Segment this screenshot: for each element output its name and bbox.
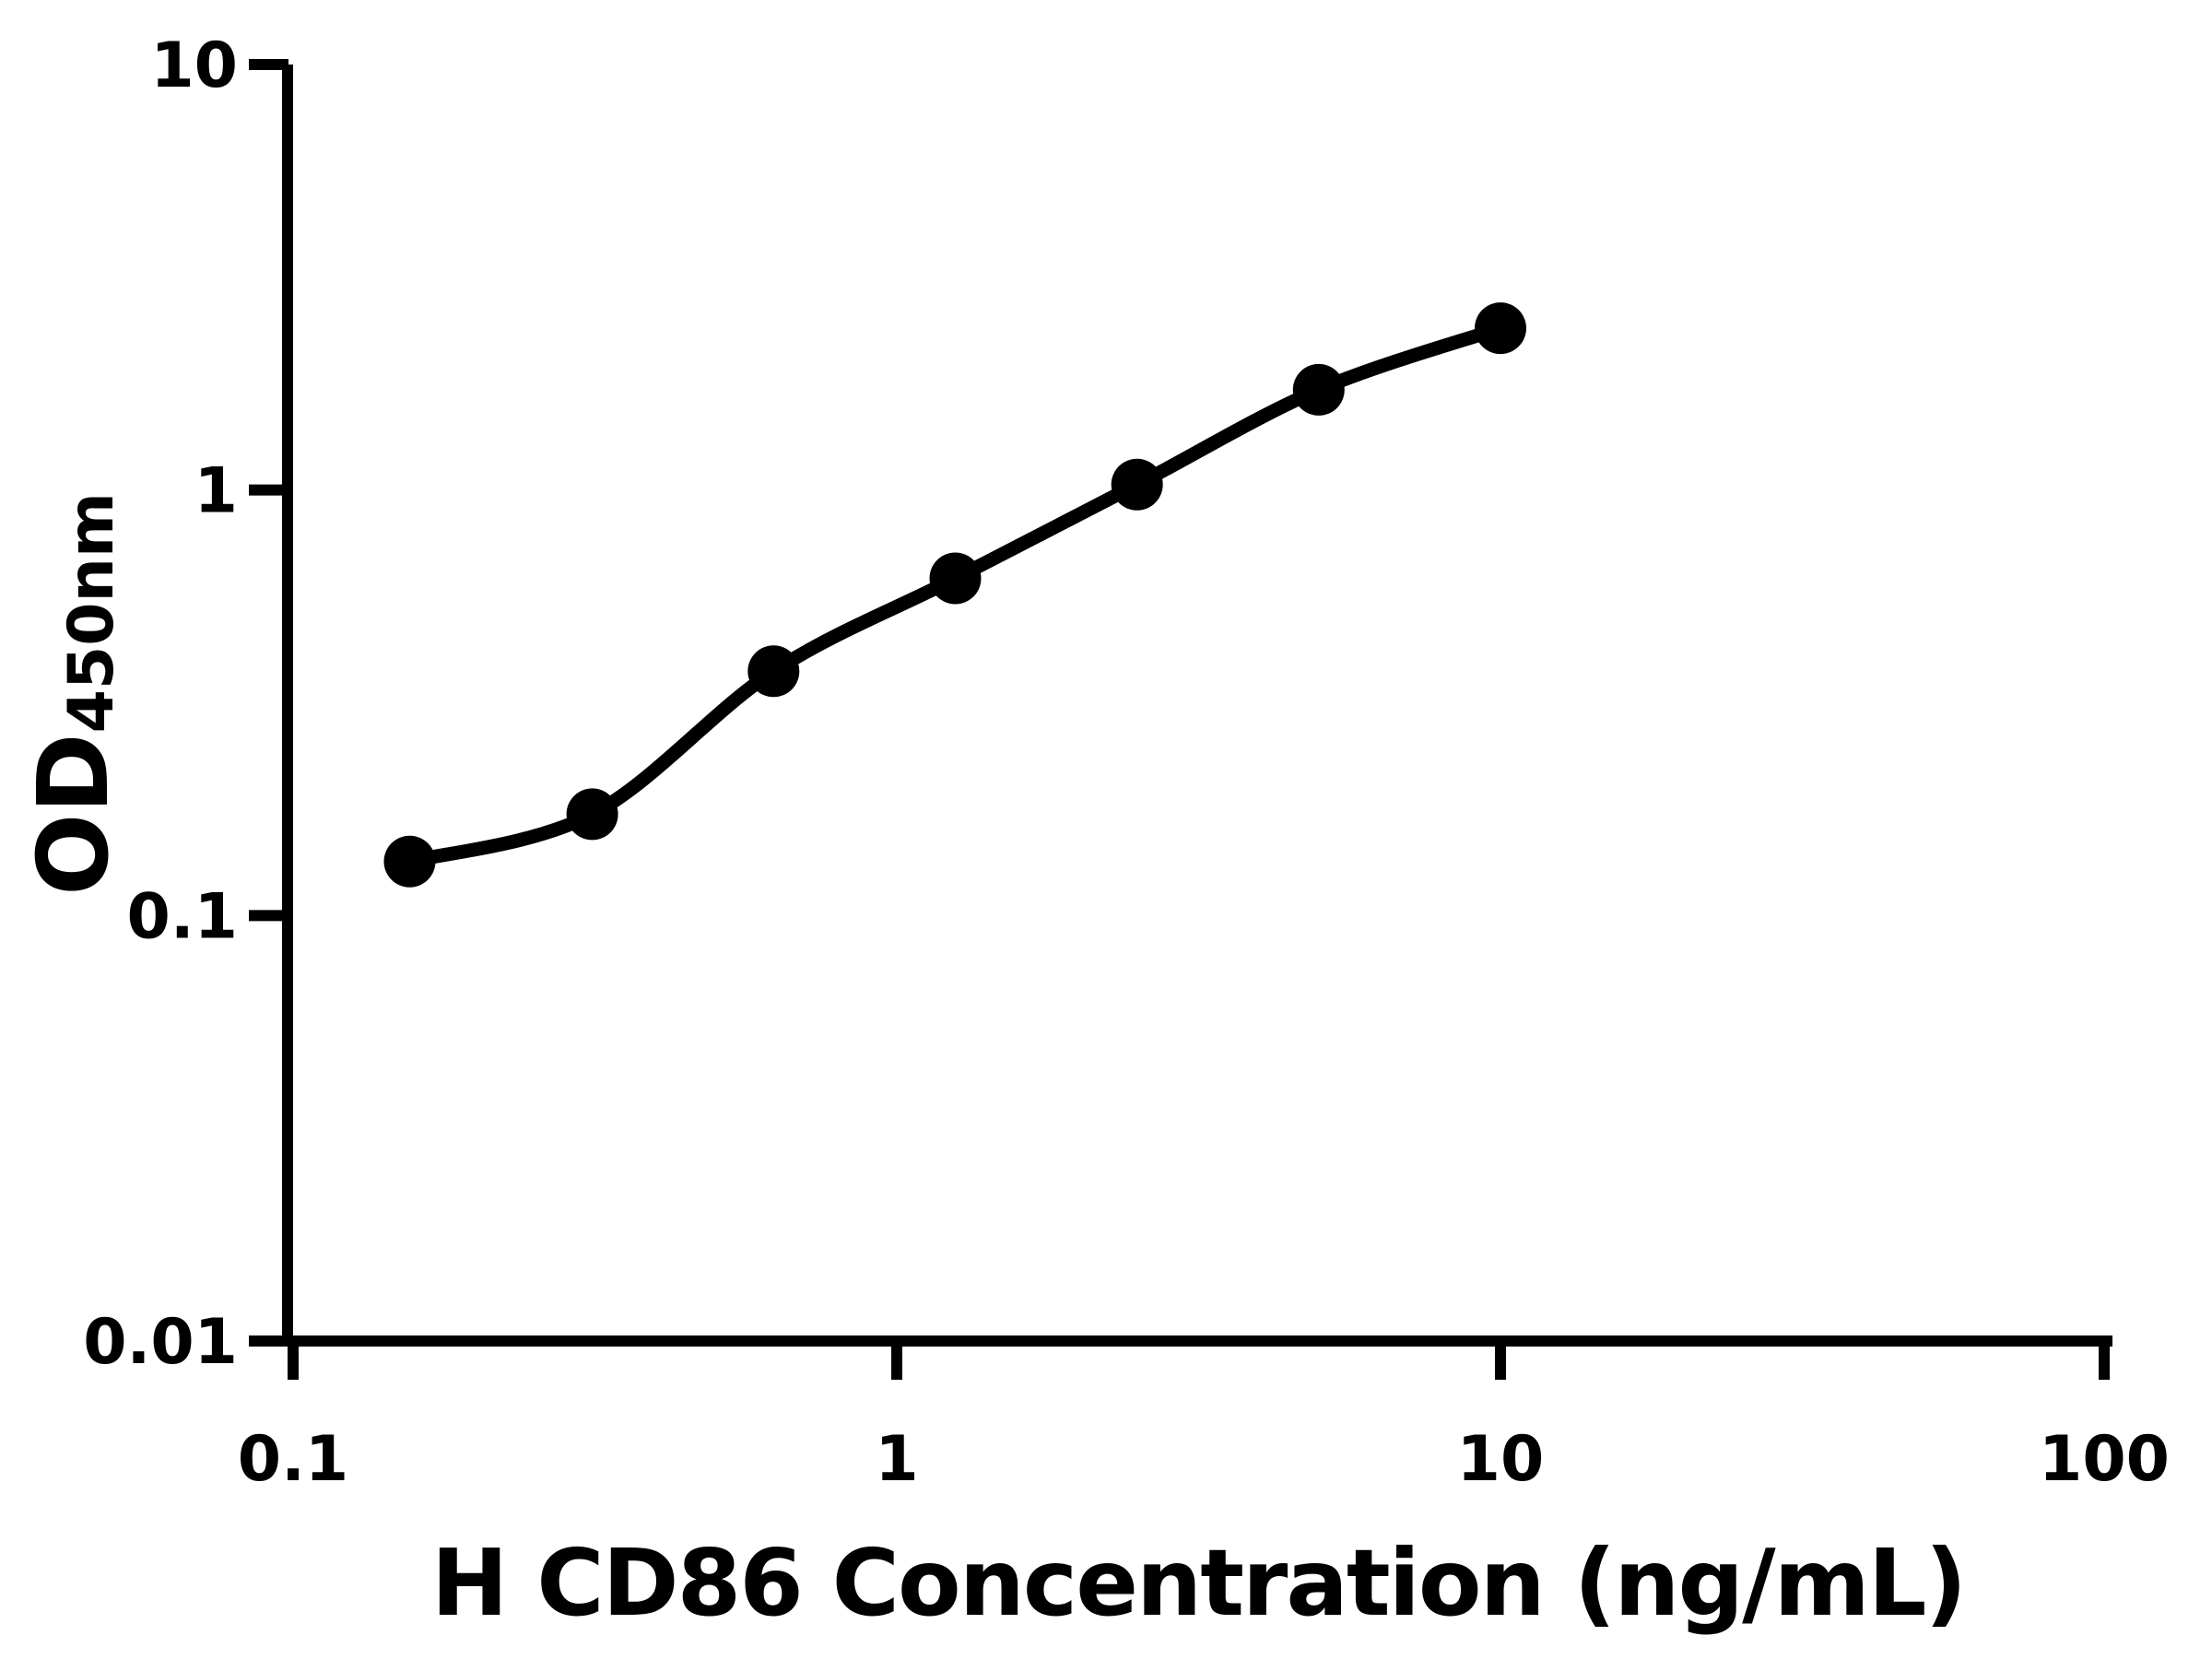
data-point [1111,458,1163,511]
data-point [383,835,436,888]
data-point [1292,363,1345,416]
y-axis-title-main: OD [18,733,130,895]
y-tick-label: 0.1 [127,880,238,953]
data-point [566,788,618,841]
x-tick-label: 10 [1457,1423,1545,1496]
x-axis-title: H CD86 Concentration (ng/mL) [431,1529,1965,1637]
data-point [747,645,800,698]
y-axis-title-subscript: 450nm [55,492,128,733]
data-point [1475,302,1526,355]
x-tick-label: 100 [2039,1423,2170,1496]
x-tick-label: 1 [875,1423,918,1496]
y-tick-label: 0.01 [83,1306,238,1379]
y-axis-title: OD450nm [18,492,130,896]
data-point [929,552,982,605]
y-tick-label: 10 [150,29,238,102]
y-tick-label: 1 [194,455,238,528]
x-tick-label: 0.1 [238,1423,348,1496]
